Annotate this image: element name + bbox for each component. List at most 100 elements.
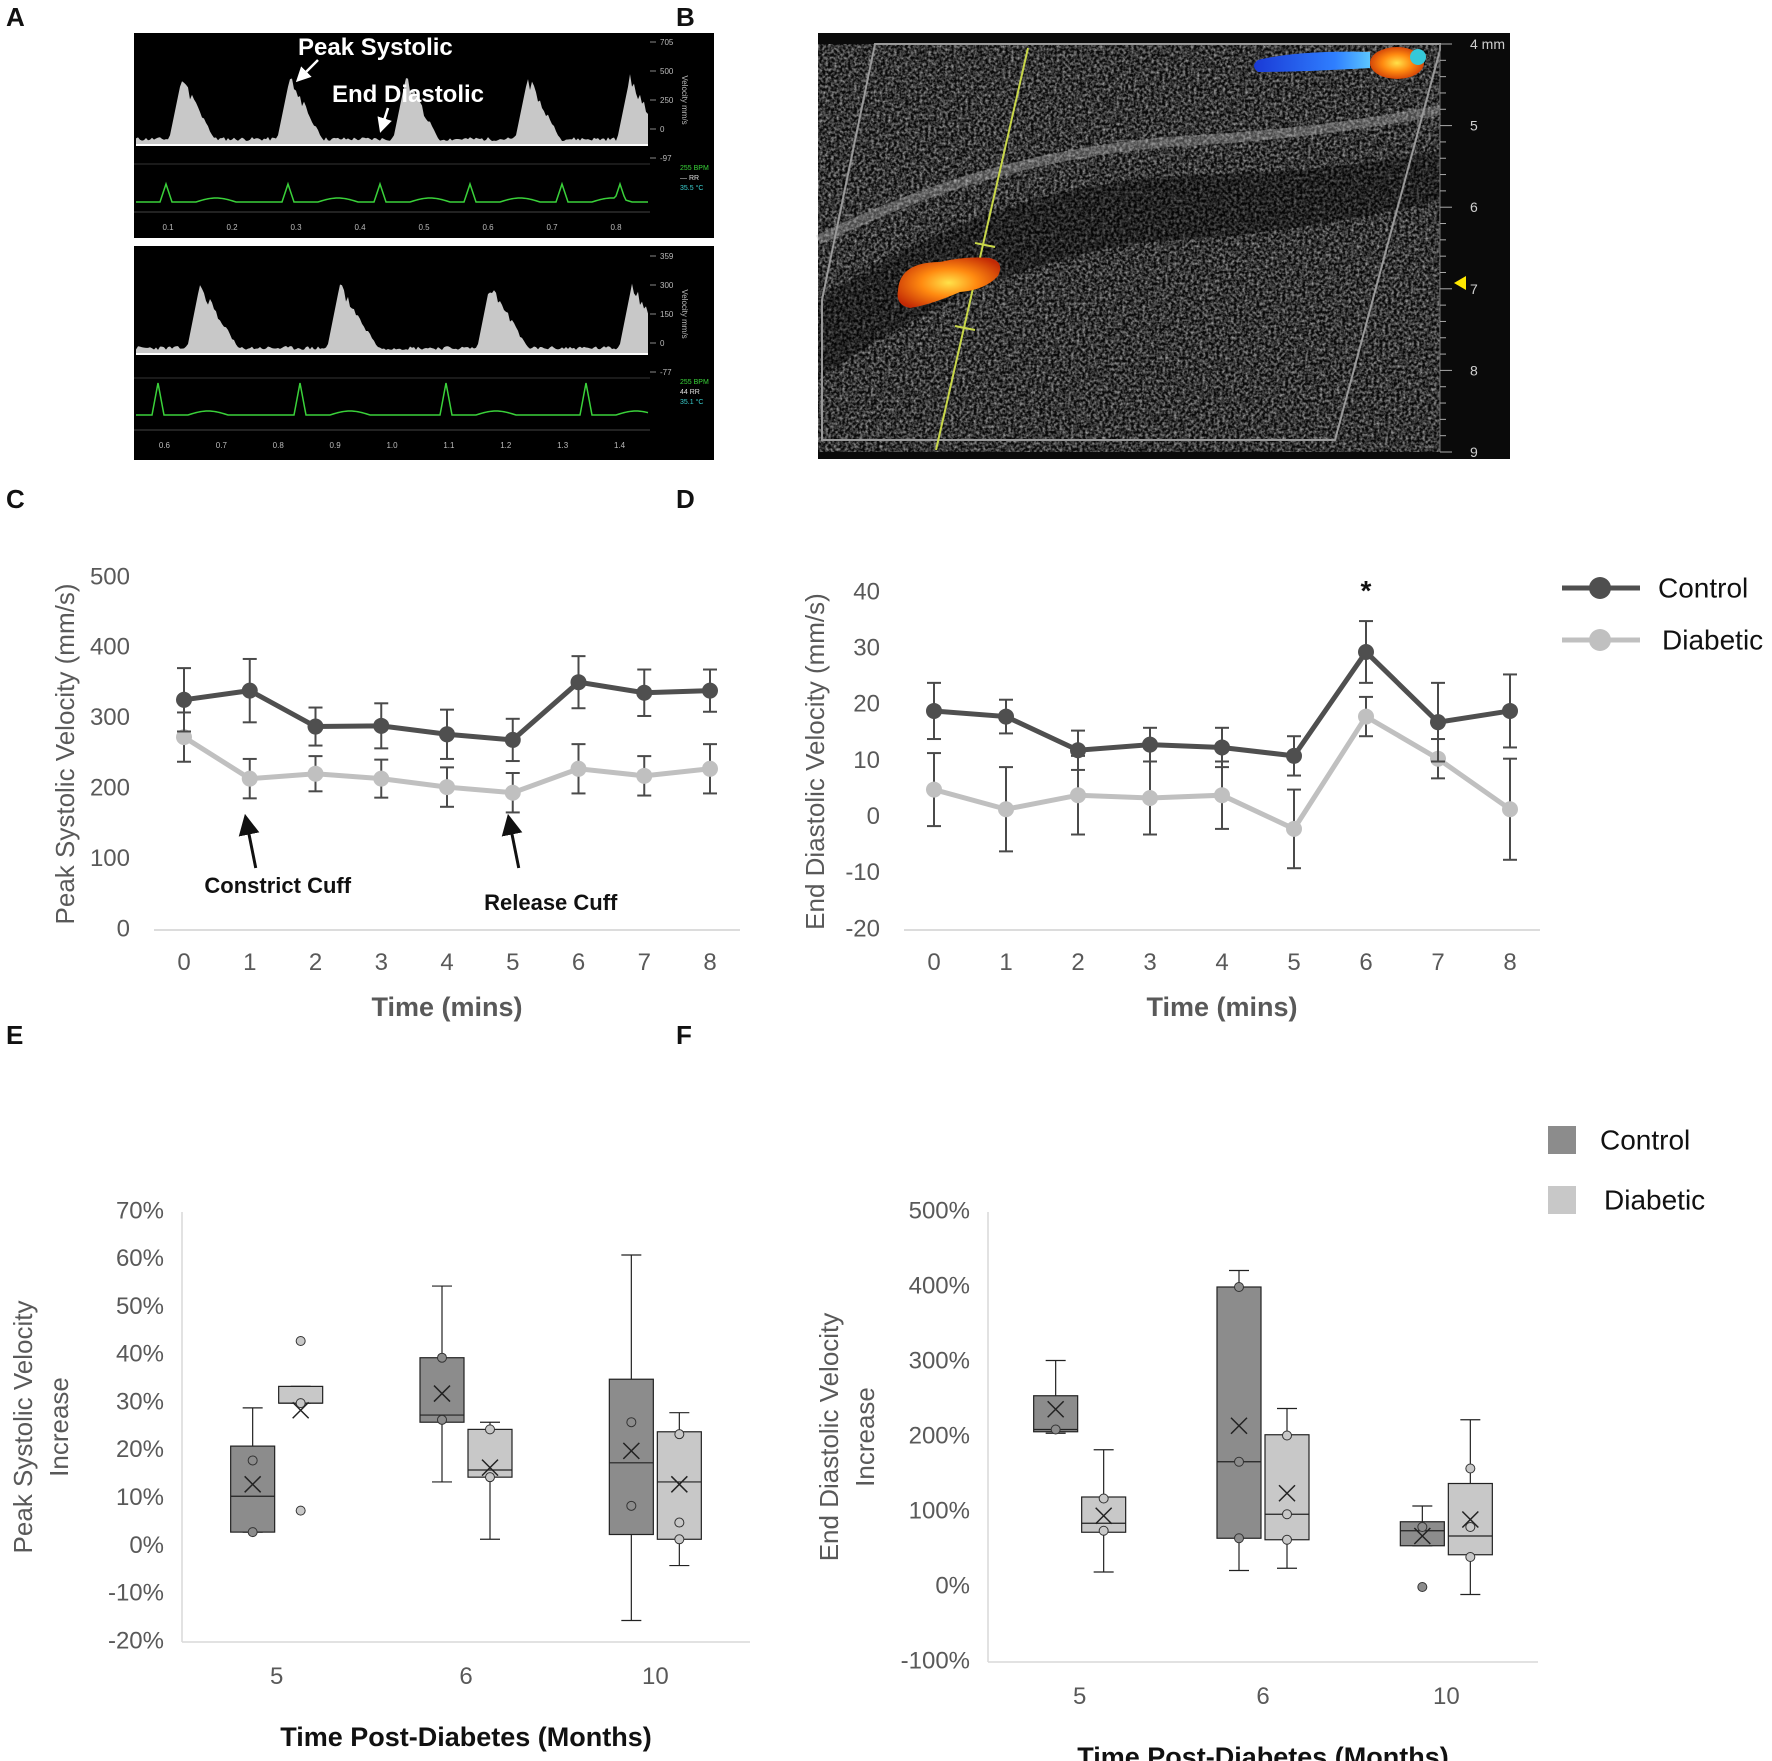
data-point-control [437,1352,447,1363]
scale-tick-label: 150 [660,310,674,319]
data-point-control [626,1500,637,1511]
y-axis-title: Peak Systolic Velocity (mm/s) [50,584,80,925]
panel-label-f: F [676,1020,692,1050]
y-tick-label: 0 [867,803,880,830]
chart-peak-systolic-increase: -20% -10% 0% 10% 20% 30% 40% 50% 60% 70% 5 6 10 Time … [8,1197,750,1752]
y-tick-label: 200 [90,775,130,802]
data-point-diabetic [485,1472,495,1483]
doppler-top-waveform [136,74,648,146]
data-point-diabetic [1282,1534,1292,1545]
panel-label-b: B [676,2,695,32]
doppler-bottom-velocity-scale: 359 300 150 0 -77 Velocity mm/s [650,252,689,377]
annotation-end-diastolic: End Diastolic [332,81,484,108]
significance-asterisk: * [1361,575,1372,606]
data-point-diabetic [1465,1552,1476,1562]
x-tick-label: 6 [572,949,585,976]
mean-marker-diabetic [292,1401,310,1419]
mean-marker-control [622,1442,640,1460]
y-tick-label: 70% [116,1197,164,1224]
data-point-diabetic [504,784,521,801]
x-tick-label: 0 [177,949,190,976]
data-point-control [1234,1456,1244,1467]
readout-line: 35.1 °C [680,398,703,406]
x-tick-label: 10 [642,1663,669,1690]
box-control [419,1357,465,1423]
x-tick-label: 7 [638,949,651,976]
y-tick-label: 50% [116,1293,164,1320]
data-point-diabetic [1070,787,1086,804]
readout-line: — RR [680,175,699,182]
data-point-diabetic [1465,1463,1476,1474]
data-point-control [307,718,324,735]
y-axis-title-line: Increase [44,1377,74,1477]
mean-marker-diabetic [1461,1510,1479,1529]
cuff-arrow [238,813,260,869]
x-tick-label: 5 [1073,1683,1086,1710]
panel-b-ultrasound: 4 mm 5 6 7 8 9 [815,33,1510,460]
y-tick-label: -100% [901,1647,970,1674]
y-tick-label: -20 [845,915,880,942]
y-axis-title-line: End Diastolic Velocity [814,1313,844,1562]
chart-peak-systolic-velocity: 0 100 200 300 400 500 0 1 2 3 4 5 6 7 8 Time (mins) Peak… [50,563,740,1022]
box-control [608,1378,654,1536]
x-tick-label: 4 [440,949,453,976]
vessel-flow-blue [1254,51,1370,72]
scale-tick-label: 0 [660,339,665,348]
ecg-line [136,181,648,203]
x-tick-label: 7 [1431,949,1444,976]
readout-line: 255 BPM [680,379,709,386]
scale-title: Velocity mm/s [680,75,689,124]
time-tick-label: 0.6 [482,223,494,232]
box-diabetic [1264,1434,1310,1541]
mean-marker-diabetic [670,1475,688,1493]
y-tick-label: -10 [845,859,880,886]
mean-marker-control [1413,1527,1431,1545]
y-axis-title-line: Increase [850,1387,880,1487]
scale-tick-label: -77 [660,368,672,377]
y-tick-label: 10 [853,747,880,774]
x-tick-label: 8 [703,949,716,976]
y-tick-label: 500 [90,563,130,590]
x-tick-label: 6 [459,1663,472,1690]
mean-marker-diabetic [481,1459,499,1477]
data-point-diabetic [176,729,192,746]
y-tick-label: 400 [90,634,130,661]
panel-label-d: D [676,484,695,514]
data-point-control [439,726,455,743]
vessel-flow-signal [897,257,1001,308]
data-point-control [702,682,718,699]
data-point-diabetic [295,1336,306,1346]
doppler-bottom-readout: 255 BPM 44 RR 35.1 °C [680,379,709,406]
time-tick-label: 0.7 [546,223,558,232]
y-tick-label: 100 [90,845,130,872]
y-tick-label: 200% [909,1422,970,1449]
scale-tick-label: 250 [660,96,674,105]
ultrasound-speckle [818,44,1440,452]
doppler-spectrum [136,283,648,354]
legend-diabetic-label-box: Diabetic [1604,1184,1705,1215]
time-tick-label: 0.2 [226,223,238,232]
x-tick-label: 5 [1287,949,1300,976]
mean-marker-diabetic [1095,1507,1113,1525]
data-point-control [626,1417,637,1428]
readout-line: 35.5 °C [680,184,703,192]
depth-tick-label: 6 [1470,199,1478,215]
depth-tick-label: 7 [1470,281,1478,297]
doppler-cursor-line [935,47,1029,451]
y-tick-label: 30% [116,1388,164,1415]
data-point-diabetic [241,770,258,787]
mean-marker-control [244,1475,262,1493]
doppler-top-velocity-scale: 705 500 250 0 -97 Velocity mm/s [650,38,689,163]
data-point-control [1430,714,1446,731]
panel-label-e: E [6,1020,24,1050]
y-tick-label: 30 [853,635,880,662]
y-tick-label: 40% [116,1341,164,1368]
data-point-control [1234,1282,1244,1292]
data-point-diabetic [1142,790,1158,807]
data-point-control [570,674,587,691]
time-tick-label: 1.0 [386,441,398,450]
x-tick-label: 2 [1071,949,1084,976]
readout-line: 44 RR [680,389,700,396]
data-point-control [1417,1582,1428,1592]
